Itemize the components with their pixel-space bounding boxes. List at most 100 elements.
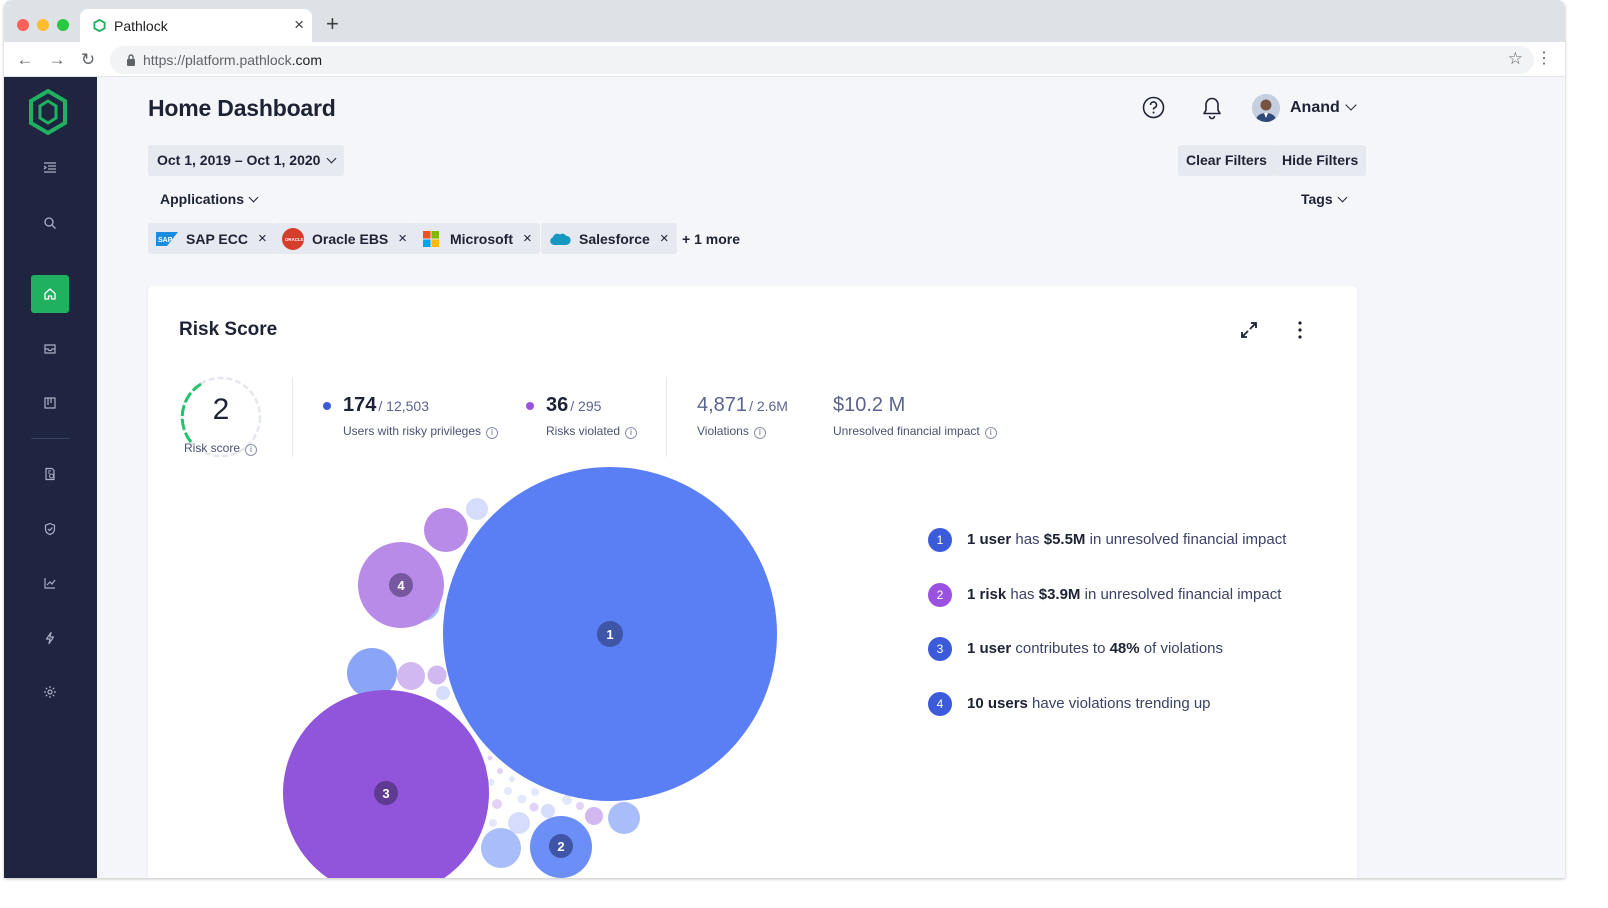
new-tab-icon[interactable]: + (326, 11, 339, 36)
filter-chip-oracle: ORACLE Oracle EBS × (274, 223, 416, 254)
microsoft-logo-icon (420, 228, 442, 250)
date-range-picker[interactable]: Oct 1, 2019 – Oct 1, 2020 (148, 145, 345, 176)
reload-icon[interactable]: ↻ (80, 50, 96, 69)
user-menu[interactable]: Anand (1290, 99, 1357, 117)
remove-chip-icon[interactable]: × (659, 230, 669, 247)
oracle-logo-icon: ORACLE (282, 227, 304, 250)
sidebar (4, 77, 97, 878)
insight-item[interactable]: 3 1 user contributes to 48% of violation… (928, 637, 1348, 663)
stat-financial-impact: $10.2 M Unresolved financial impact i (833, 394, 997, 439)
insight-text: 1 risk has $3.9M in unresolved financial… (967, 586, 1282, 603)
chip-label: Microsoft (450, 230, 513, 247)
url-bar[interactable]: https://platform.pathlock.com ☆ (110, 46, 1534, 74)
svg-text:SAP: SAP (158, 237, 173, 244)
sidebar-menu-toggle[interactable] (31, 149, 69, 187)
browser-addressbar: ← → ↻ https://platform.pathlock.com ☆ ⋮ (4, 42, 1565, 77)
chip-label: Oracle EBS (312, 230, 389, 247)
insight-item[interactable]: 2 1 risk has $3.9M in unresolved financi… (928, 583, 1348, 609)
search-icon (44, 217, 56, 229)
notification-bell-icon[interactable] (1201, 96, 1223, 120)
svg-text:1: 1 (606, 627, 613, 642)
close-window-button[interactable] (17, 19, 29, 31)
lightning-icon (45, 631, 55, 645)
sidebar-item-analytics[interactable] (31, 564, 69, 602)
maximize-window-button[interactable] (57, 19, 69, 31)
insight-item[interactable]: 1 1 user has $5.5M in unresolved financi… (928, 528, 1348, 554)
more-options-icon[interactable] (1294, 320, 1306, 340)
help-icon[interactable] (1142, 96, 1165, 119)
sidebar-item-search[interactable] (31, 204, 69, 242)
sidebar-item-inbox[interactable] (31, 330, 69, 368)
stats-divider (666, 377, 667, 457)
main-content: Home Dashboard Anand Oct 1, 2019 – Oct 1… (97, 77, 1565, 878)
chevron-down-icon (248, 192, 259, 203)
svg-text:4: 4 (397, 578, 405, 593)
minimize-window-button[interactable] (37, 19, 49, 31)
chip-label: SAP ECC (186, 230, 248, 247)
browser-tab[interactable]: Pathlock × (80, 9, 312, 42)
bubble-1[interactable]: 1 (443, 467, 777, 801)
bubble-3[interactable]: 3 (283, 690, 489, 878)
risk-score-gauge (180, 376, 262, 458)
clear-filters-button[interactable]: Clear Filters (1178, 145, 1275, 176)
hide-filters-button[interactable]: Hide Filters (1274, 145, 1367, 176)
tab-title: Pathlock (114, 18, 168, 34)
stat-violations: 4,871/ 2.6M Violations i (697, 394, 788, 439)
shield-icon (44, 522, 56, 536)
browser-tabbar: Pathlock × + (4, 0, 1565, 42)
remove-chip-icon[interactable]: × (523, 230, 532, 247)
browser-window: Pathlock × + ← → ↻ https://platform.path… (4, 0, 1565, 878)
info-icon[interactable]: i (625, 427, 638, 439)
sap-logo-icon: SAP (156, 228, 178, 250)
bubble-4[interactable]: 4 (358, 542, 444, 628)
board-icon (44, 397, 56, 409)
gear-icon (44, 686, 56, 698)
home-icon (44, 288, 56, 300)
chevron-down-icon (1337, 192, 1348, 203)
stat-label: Unresolved financial impact i (833, 424, 997, 439)
remove-chip-icon[interactable]: × (398, 230, 408, 247)
url-text: https://platform.pathlock.com (143, 52, 322, 68)
risk-score-label: Risk score i (184, 441, 258, 456)
bookmark-star-icon[interactable]: ☆ (1507, 49, 1523, 68)
sidebar-item-automation[interactable] (31, 619, 69, 657)
sidebar-divider (31, 438, 69, 439)
stat-label: Risks violated i (546, 424, 638, 439)
back-icon[interactable]: ← (16, 50, 34, 69)
user-name: Anand (1290, 99, 1340, 116)
svg-text:2: 2 (557, 839, 564, 854)
remove-chip-icon[interactable]: × (257, 230, 267, 247)
series-dot (526, 402, 534, 410)
applications-dropdown[interactable]: Applications (160, 191, 259, 207)
insight-number-badge: 4 (928, 692, 952, 716)
stat-total: / 295 (570, 398, 602, 414)
pathlock-favicon-icon (93, 19, 106, 32)
info-icon[interactable]: i (753, 427, 766, 439)
browser-menu-icon[interactable]: ⋮ (1536, 50, 1552, 67)
sidebar-item-board[interactable] (31, 384, 69, 422)
stat-label: Violations i (697, 424, 766, 439)
stat-value: $10.2 M (833, 394, 906, 416)
bubble-2[interactable]: 2 (530, 816, 592, 878)
insight-item[interactable]: 4 10 users have violations trending up (928, 692, 1348, 718)
sidebar-item-security[interactable] (31, 510, 69, 548)
stat-risks-violated: 36/ 295 Risks violated i (526, 394, 638, 439)
chevron-down-icon (327, 153, 337, 164)
info-icon[interactable]: i (984, 427, 997, 439)
chevron-down-icon (1345, 99, 1357, 111)
more-applications-link[interactable]: + 1 more (682, 231, 740, 247)
report-icon (45, 467, 55, 481)
info-icon[interactable]: i (245, 444, 258, 456)
tab-close-icon[interactable]: × (294, 15, 304, 34)
avatar[interactable] (1252, 94, 1280, 122)
expand-icon[interactable] (1239, 320, 1259, 340)
sidebar-item-settings[interactable] (31, 673, 69, 711)
applications-label: Applications (160, 191, 245, 207)
forward-icon[interactable]: → (48, 50, 66, 69)
sidebar-item-reports[interactable] (31, 455, 69, 493)
sidebar-item-home[interactable] (31, 275, 69, 313)
info-icon[interactable]: i (486, 427, 499, 439)
stat-risky-users: 174/ 12,503 Users with risky privileges i (323, 394, 499, 439)
pathlock-logo-icon[interactable] (28, 89, 68, 135)
tags-dropdown[interactable]: Tags (1301, 191, 1348, 207)
